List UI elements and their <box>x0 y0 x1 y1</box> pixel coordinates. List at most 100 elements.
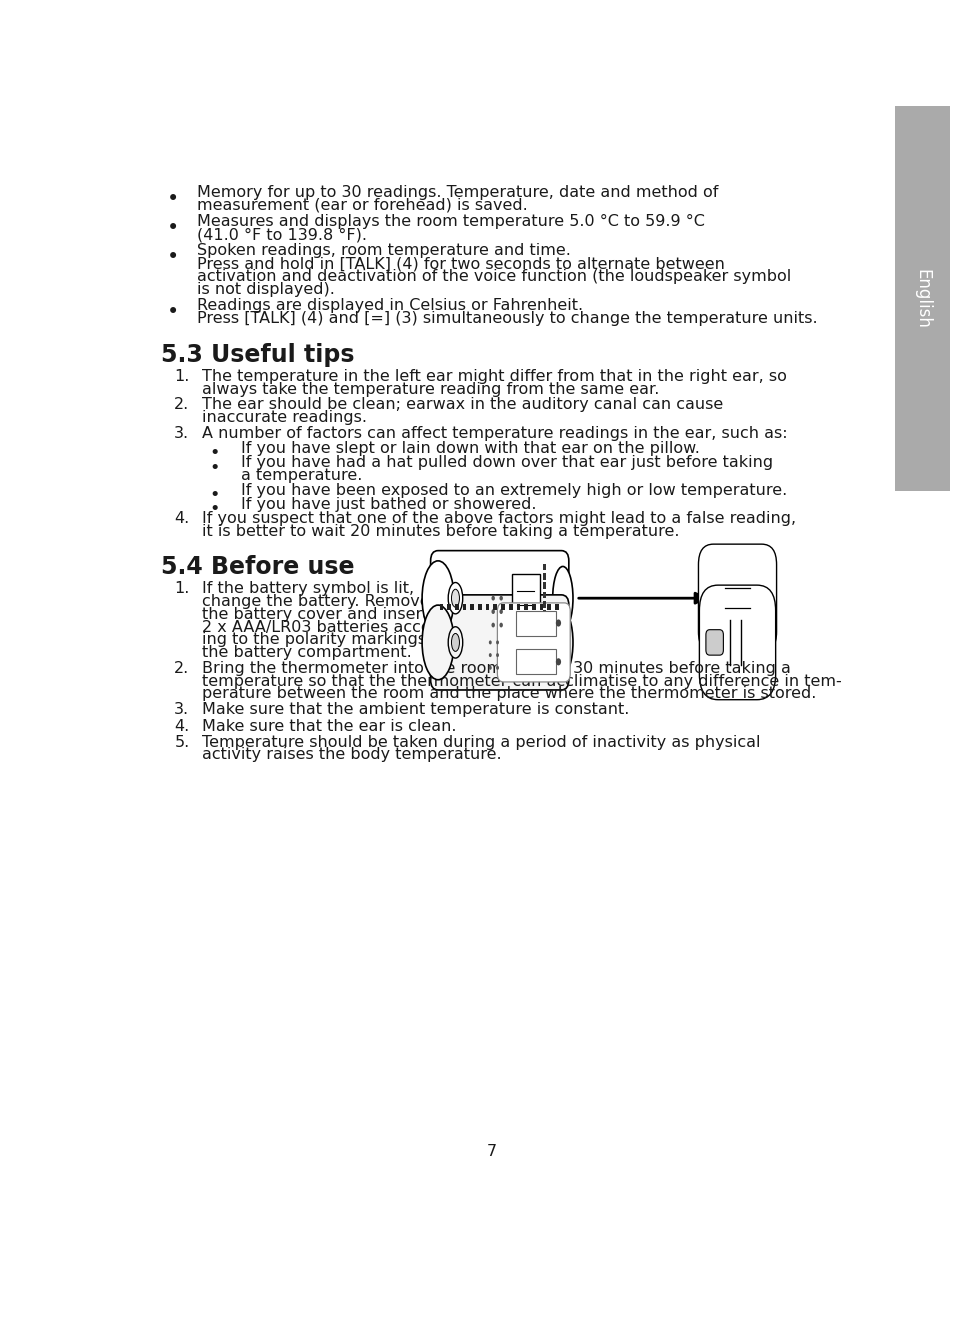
Text: inaccurate readings.: inaccurate readings. <box>202 410 367 425</box>
Text: always take the temperature reading from the same ear.: always take the temperature reading from… <box>202 382 660 397</box>
Text: 5.3 Useful tips: 5.3 Useful tips <box>161 343 354 367</box>
Text: •: • <box>167 218 180 238</box>
Text: If you have just bathed or showered.: If you have just bathed or showered. <box>241 497 537 513</box>
Ellipse shape <box>553 611 573 675</box>
Circle shape <box>492 623 495 627</box>
Text: •: • <box>209 445 220 462</box>
FancyBboxPatch shape <box>540 604 543 610</box>
Circle shape <box>492 610 495 614</box>
Ellipse shape <box>422 560 454 636</box>
Circle shape <box>489 653 492 657</box>
Text: Readings are displayed in Celsius or Fahrenheit.: Readings are displayed in Celsius or Fah… <box>197 299 583 313</box>
Text: (41.0 °F to 139.8 °F).: (41.0 °F to 139.8 °F). <box>197 227 367 242</box>
Text: Spoken readings, room temperature and time.: Spoken readings, room temperature and ti… <box>197 243 570 259</box>
Text: 3.: 3. <box>175 426 189 441</box>
Circle shape <box>499 610 503 614</box>
FancyBboxPatch shape <box>501 604 505 610</box>
FancyBboxPatch shape <box>542 611 545 616</box>
FancyBboxPatch shape <box>509 604 513 610</box>
Text: The ear should be clean; earwax in the auditory canal can cause: The ear should be clean; earwax in the a… <box>202 397 723 413</box>
Text: Make sure that the ear is clean.: Make sure that the ear is clean. <box>202 718 456 733</box>
Circle shape <box>496 640 499 644</box>
Text: •: • <box>167 189 180 208</box>
Text: perature between the room and the place where the thermometer is stored.: perature between the room and the place … <box>202 687 816 701</box>
Circle shape <box>499 623 503 627</box>
Text: 1.: 1. <box>175 369 190 384</box>
Text: activity raises the body temperature.: activity raises the body temperature. <box>202 748 501 762</box>
Ellipse shape <box>422 606 454 680</box>
Circle shape <box>489 640 492 644</box>
Text: a temperature.: a temperature. <box>241 469 363 483</box>
Text: Press [TALK] (4) and [=] (3) simultaneously to change the temperature units.: Press [TALK] (4) and [=] (3) simultaneou… <box>197 311 817 327</box>
FancyBboxPatch shape <box>497 603 570 683</box>
Text: •: • <box>209 458 220 477</box>
Circle shape <box>499 596 503 600</box>
FancyBboxPatch shape <box>542 620 545 627</box>
FancyBboxPatch shape <box>547 604 551 610</box>
FancyBboxPatch shape <box>542 592 545 598</box>
Text: •: • <box>167 303 180 323</box>
FancyBboxPatch shape <box>431 551 569 645</box>
FancyBboxPatch shape <box>532 604 536 610</box>
Ellipse shape <box>553 567 573 629</box>
FancyBboxPatch shape <box>892 86 953 510</box>
Text: 2.: 2. <box>175 397 189 413</box>
Text: 4.: 4. <box>175 718 189 733</box>
Text: ing to the polarity markings in: ing to the polarity markings in <box>202 632 445 648</box>
Text: the battery compartment.: the battery compartment. <box>202 645 412 660</box>
Text: 2.: 2. <box>175 661 189 676</box>
FancyBboxPatch shape <box>516 649 556 675</box>
FancyBboxPatch shape <box>478 604 482 610</box>
Text: The temperature in the left ear might differ from that in the right ear, so: The temperature in the left ear might di… <box>202 369 786 384</box>
Text: Make sure that the ambient temperature is constant.: Make sure that the ambient temperature i… <box>202 703 629 717</box>
FancyBboxPatch shape <box>706 629 724 655</box>
FancyBboxPatch shape <box>440 604 444 610</box>
Text: A number of factors can affect temperature readings in the ear, such as:: A number of factors can affect temperatu… <box>202 426 787 441</box>
Text: Temperature should be taken during a period of inactivity as physical: Temperature should be taken during a per… <box>202 734 760 749</box>
Text: it is better to wait 20 minutes before taking a temperature.: it is better to wait 20 minutes before t… <box>202 525 680 539</box>
Text: the battery cover and insert: the battery cover and insert <box>202 607 428 622</box>
Circle shape <box>489 665 492 669</box>
Text: •: • <box>209 501 220 518</box>
Text: measurement (ear or forehead) is saved.: measurement (ear or forehead) is saved. <box>197 198 527 212</box>
Circle shape <box>556 619 561 627</box>
Text: change the battery. Remove: change the battery. Remove <box>202 594 429 610</box>
Text: Measures and displays the room temperature 5.0 °C to 59.9 °C: Measures and displays the room temperatu… <box>197 214 705 230</box>
FancyBboxPatch shape <box>542 563 545 570</box>
Text: temperature so that the thermometer can acclimatise to any difference in tem-: temperature so that the thermometer can … <box>202 673 842 689</box>
Text: Memory for up to 30 readings. Temperature, date and method of: Memory for up to 30 readings. Temperatur… <box>197 185 718 201</box>
Text: If the battery symbol is lit,: If the battery symbol is lit, <box>202 582 414 596</box>
FancyBboxPatch shape <box>470 604 474 610</box>
Text: activation and deactivation of the voice function (the loudspeaker symbol: activation and deactivation of the voice… <box>197 270 791 284</box>
Text: 3.: 3. <box>175 703 189 717</box>
Text: 4.: 4. <box>175 511 189 526</box>
Text: 2 x AAA/LR03 batteries accord-: 2 x AAA/LR03 batteries accord- <box>202 620 453 635</box>
FancyBboxPatch shape <box>493 604 497 610</box>
FancyBboxPatch shape <box>512 574 540 623</box>
Text: 5.4 Before use: 5.4 Before use <box>161 555 354 579</box>
FancyBboxPatch shape <box>431 595 569 691</box>
FancyBboxPatch shape <box>699 544 777 652</box>
Text: •: • <box>167 247 180 267</box>
FancyBboxPatch shape <box>542 572 545 579</box>
FancyBboxPatch shape <box>542 629 545 636</box>
FancyBboxPatch shape <box>463 604 467 610</box>
FancyBboxPatch shape <box>455 604 459 610</box>
FancyBboxPatch shape <box>555 604 559 610</box>
FancyBboxPatch shape <box>447 604 451 610</box>
Circle shape <box>492 596 495 600</box>
Text: •: • <box>209 486 220 503</box>
Text: is not displayed).: is not displayed). <box>197 282 334 297</box>
FancyBboxPatch shape <box>542 602 545 607</box>
Text: 7: 7 <box>487 1145 497 1159</box>
Ellipse shape <box>448 583 463 614</box>
Ellipse shape <box>451 590 460 607</box>
FancyBboxPatch shape <box>486 604 490 610</box>
Text: If you have been exposed to an extremely high or low temperature.: If you have been exposed to an extremely… <box>241 482 787 498</box>
FancyBboxPatch shape <box>524 604 528 610</box>
FancyBboxPatch shape <box>516 611 556 636</box>
Text: Bring the thermometer into the room roughly 30 minutes before taking a: Bring the thermometer into the room roug… <box>202 661 791 676</box>
Ellipse shape <box>448 627 463 659</box>
Circle shape <box>496 665 499 669</box>
Text: 1.: 1. <box>175 582 190 596</box>
